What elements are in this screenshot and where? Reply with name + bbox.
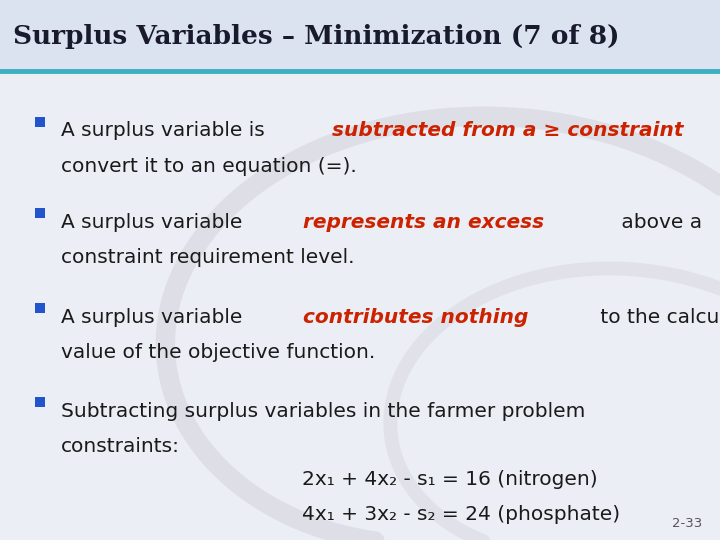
Text: subtracted from a ≥ constraint: subtracted from a ≥ constraint xyxy=(333,122,684,140)
Text: Surplus Variables – Minimization (7 of 8): Surplus Variables – Minimization (7 of 8… xyxy=(13,24,619,49)
Text: A surplus variable: A surplus variable xyxy=(61,308,249,327)
Text: A surplus variable: A surplus variable xyxy=(61,213,249,232)
Text: 2-33: 2-33 xyxy=(672,517,702,530)
Text: convert it to an equation (=).: convert it to an equation (=). xyxy=(61,157,357,176)
Text: constraint requirement level.: constraint requirement level. xyxy=(61,248,355,267)
Text: contributes nothing: contributes nothing xyxy=(303,308,528,327)
Text: represents an excess: represents an excess xyxy=(303,213,544,232)
FancyBboxPatch shape xyxy=(0,0,720,71)
Text: 2x₁ + 4x₂ - s₁ = 16 (nitrogen): 2x₁ + 4x₂ - s₁ = 16 (nitrogen) xyxy=(302,470,598,489)
Text: to the calculated: to the calculated xyxy=(594,308,720,327)
Text: value of the objective function.: value of the objective function. xyxy=(61,343,375,362)
Text: 4x₁ + 3x₂ - s₂ = 24 (phosphate): 4x₁ + 3x₂ - s₂ = 24 (phosphate) xyxy=(302,505,621,524)
Text: A surplus variable is: A surplus variable is xyxy=(61,122,271,140)
Text: above a: above a xyxy=(615,213,702,232)
Text: constraints:: constraints: xyxy=(61,437,180,456)
Text: Subtracting surplus variables in the farmer problem: Subtracting surplus variables in the far… xyxy=(61,402,585,421)
